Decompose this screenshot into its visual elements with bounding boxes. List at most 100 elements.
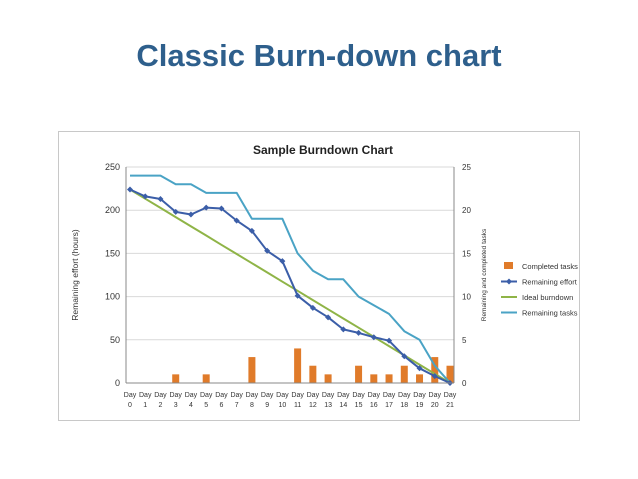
bar xyxy=(248,357,256,383)
x-tick-label: 2 xyxy=(159,402,163,409)
data-point xyxy=(279,258,286,265)
data-point xyxy=(127,186,133,193)
x-tick-label: 9 xyxy=(265,402,269,409)
series-line xyxy=(130,174,451,384)
data-point xyxy=(340,326,347,333)
bar-series-completed-tasks xyxy=(172,348,454,383)
data-point xyxy=(203,204,210,211)
data-point xyxy=(401,353,408,360)
x-tick-label: 5 xyxy=(204,402,208,409)
bar xyxy=(309,365,317,383)
x-tick-label: Day xyxy=(307,392,320,399)
data-point xyxy=(187,211,194,218)
x-tick-label: Day xyxy=(398,392,411,399)
x-tick-label: 18 xyxy=(400,402,408,409)
y2-tick-label: 5 xyxy=(462,336,467,345)
x-tick-label: 19 xyxy=(416,402,424,409)
x-tick-label: 15 xyxy=(355,402,363,409)
x-tick-label: 4 xyxy=(189,402,193,409)
bar xyxy=(446,365,454,383)
x-tick-label: Day xyxy=(215,392,228,399)
bar xyxy=(202,374,210,383)
bar xyxy=(370,374,378,383)
y2-tick-label: 0 xyxy=(462,379,467,388)
data-point xyxy=(233,217,240,224)
legend-label: Ideal burndown xyxy=(522,293,573,302)
x-tick-label: Day xyxy=(383,392,396,399)
x-tick-label: Day xyxy=(429,392,442,399)
data-point xyxy=(264,247,271,254)
bar xyxy=(400,365,408,383)
data-point xyxy=(248,227,255,234)
bar xyxy=(294,348,302,383)
plot-grid xyxy=(126,166,454,384)
x-tick-label: 17 xyxy=(385,402,393,409)
data-point xyxy=(386,337,393,344)
legend-label: Remaining tasks xyxy=(522,309,578,318)
x-tick-label: Day xyxy=(246,392,259,399)
data-point xyxy=(325,314,332,321)
x-tick-label: 8 xyxy=(250,402,254,409)
x-tick-label: Day xyxy=(261,392,274,399)
x-tick-label: Day xyxy=(139,392,152,399)
x-tick-label: 14 xyxy=(339,402,347,409)
y-tick-label: 150 xyxy=(105,248,120,258)
x-tick-label: Day xyxy=(230,392,243,399)
data-point xyxy=(218,205,225,212)
x-tick-label: Day xyxy=(291,392,304,399)
y-tick-label: 0 xyxy=(115,378,120,388)
data-point xyxy=(370,334,377,341)
bar xyxy=(172,374,180,383)
y2-tick-label: 10 xyxy=(462,293,471,302)
x-tick-label: 7 xyxy=(235,402,239,409)
x-tick-label: Day xyxy=(368,392,381,399)
slide-title: Classic Burn-down chart xyxy=(136,38,502,73)
x-tick-label: Day xyxy=(200,392,213,399)
y-tick-label: 200 xyxy=(105,205,120,215)
x-tick-label: Day xyxy=(276,392,289,399)
legend-swatch xyxy=(504,262,513,269)
x-tick-label: Day xyxy=(154,392,167,399)
data-point xyxy=(431,373,438,380)
bar xyxy=(355,365,363,383)
x-tick-label: 0 xyxy=(128,402,132,409)
x-tick-label: 1 xyxy=(143,402,147,409)
data-point xyxy=(142,193,149,200)
x-tick-label: Day xyxy=(322,392,335,399)
bar xyxy=(324,374,332,383)
series-line xyxy=(129,188,451,384)
x-tick-label: 16 xyxy=(370,402,378,409)
y2-axis-title: Remaining and completed tasks xyxy=(481,228,488,321)
series-line xyxy=(129,188,451,384)
chart-title: Sample Burndown Chart xyxy=(253,143,393,157)
data-point xyxy=(355,329,362,336)
x-tick-label: Day xyxy=(352,392,365,399)
data-point xyxy=(309,304,316,311)
x-tick-label: Day xyxy=(444,392,457,399)
chart-frame xyxy=(58,131,580,421)
bar xyxy=(431,357,439,383)
y-axis-title: Remaining effort (hours) xyxy=(70,229,80,321)
x-tick-label: 10 xyxy=(278,402,286,409)
x-tick-label: Day xyxy=(169,392,182,399)
x-tick-label: Day xyxy=(185,392,198,399)
x-tick-label: 6 xyxy=(219,402,223,409)
data-point xyxy=(294,292,301,299)
y-tick-label: 50 xyxy=(110,335,120,345)
burndown-chart: Sample Burndown Chart 050100150200250051… xyxy=(70,143,578,409)
y2-tick-label: 20 xyxy=(462,206,471,215)
x-tick-label: Day xyxy=(413,392,426,399)
x-tick-label: Day xyxy=(124,392,137,399)
x-tick-label: 13 xyxy=(324,402,332,409)
line-series xyxy=(127,174,453,386)
legend-label: Completed tasks xyxy=(522,262,578,271)
legend-label: Remaining effort xyxy=(522,278,578,287)
legend-marker xyxy=(506,278,512,285)
bar xyxy=(416,374,424,383)
x-tick-label: 21 xyxy=(446,402,454,409)
x-tick-label: 3 xyxy=(174,402,178,409)
data-point xyxy=(157,195,164,202)
data-point xyxy=(416,365,423,372)
y2-tick-label: 15 xyxy=(462,249,471,258)
